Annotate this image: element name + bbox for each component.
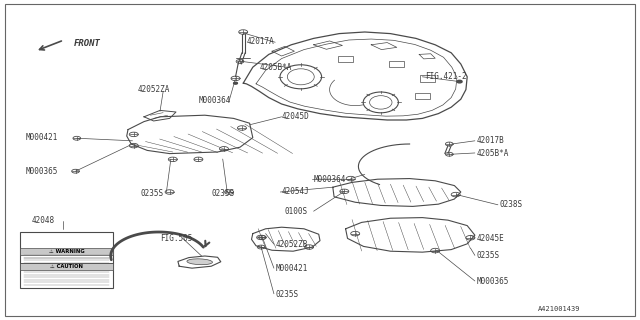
Text: M000364: M000364 [198,96,231,105]
Text: 0238S: 0238S [499,200,522,209]
Text: 0235S: 0235S [141,189,164,198]
Text: A421001439: A421001439 [538,306,580,312]
Text: ⚠ CAUTION: ⚠ CAUTION [51,264,83,269]
Text: 42017B: 42017B [477,136,504,145]
Text: 0235S: 0235S [477,252,500,260]
FancyBboxPatch shape [389,61,404,67]
Text: 42054J: 42054J [282,188,309,196]
Text: 0235S: 0235S [211,189,234,198]
Text: M000364: M000364 [314,175,346,184]
Text: ⚠ WARNING: ⚠ WARNING [49,249,84,254]
FancyBboxPatch shape [20,263,113,270]
Text: 42045E: 42045E [477,234,504,243]
Ellipse shape [280,65,321,89]
Text: 42017A: 42017A [246,37,274,46]
Text: M000421: M000421 [275,264,308,273]
Text: 42048: 42048 [32,216,55,225]
Ellipse shape [370,96,392,109]
Text: FIG.505: FIG.505 [160,234,193,243]
Text: FRONT: FRONT [74,39,100,48]
Text: FIG.421-2: FIG.421-2 [426,72,467,81]
Text: 42045D: 42045D [282,112,309,121]
Text: M000365: M000365 [26,167,58,176]
Ellipse shape [187,259,212,265]
FancyBboxPatch shape [20,232,113,288]
Text: 0100S: 0100S [285,207,308,216]
Text: 0235S: 0235S [275,290,298,299]
FancyBboxPatch shape [415,93,430,99]
Circle shape [234,82,237,84]
Text: 4205B*A: 4205B*A [477,149,509,158]
Text: M000421: M000421 [26,133,58,142]
Text: 4205B*A: 4205B*A [259,63,292,72]
FancyBboxPatch shape [20,248,113,255]
FancyBboxPatch shape [338,56,353,62]
Ellipse shape [363,92,398,113]
Circle shape [457,80,462,83]
FancyBboxPatch shape [420,75,435,82]
Ellipse shape [287,69,314,85]
Text: M000365: M000365 [477,277,509,286]
Text: 42052ZB: 42052ZB [275,240,308,249]
Text: 42052ZA: 42052ZA [138,85,170,94]
